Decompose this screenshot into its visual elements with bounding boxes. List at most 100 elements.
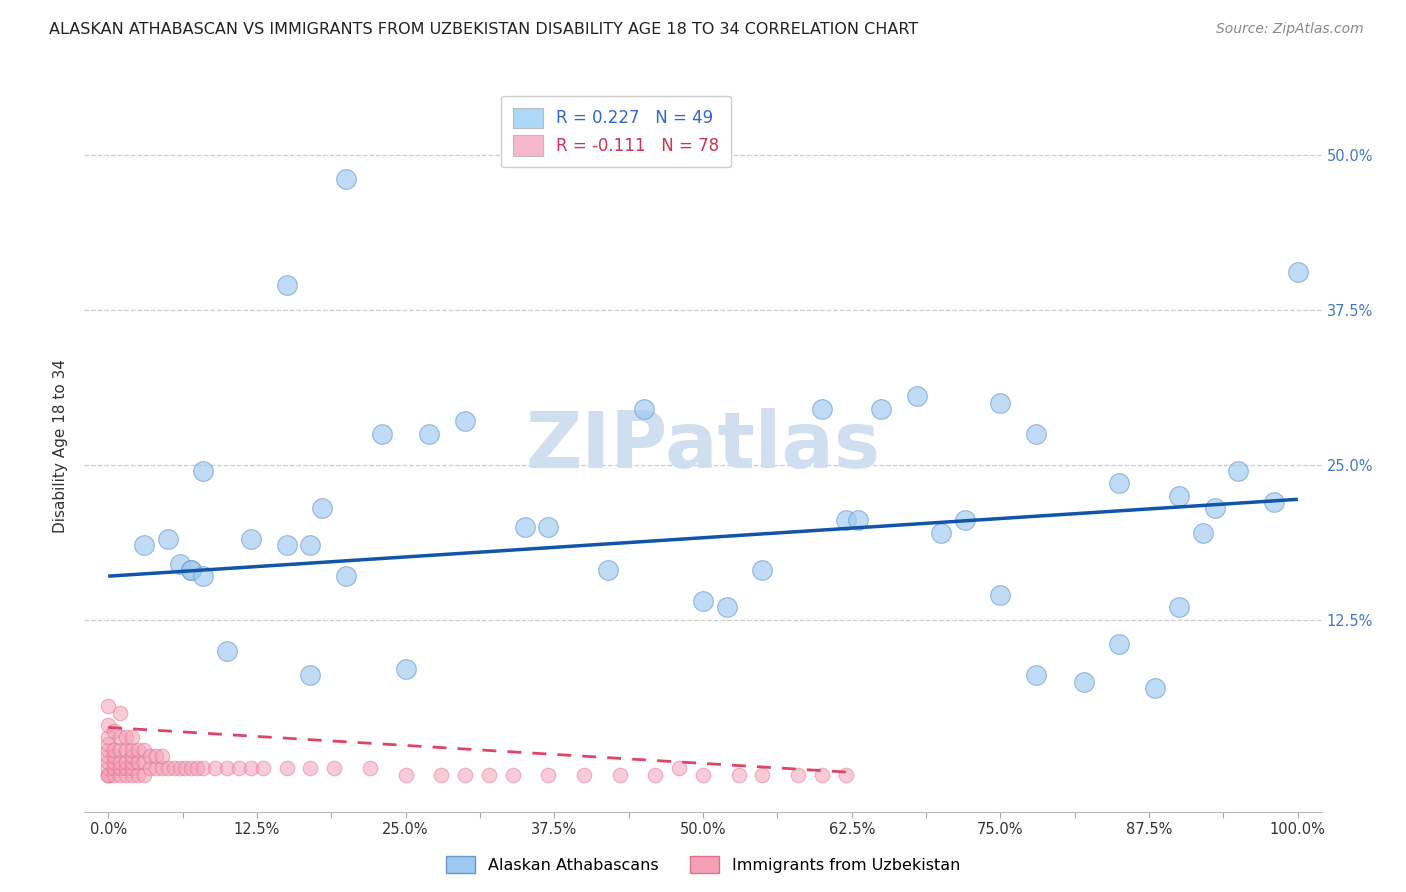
Point [1227, 464, 1250, 478]
Point [115, 743, 138, 757]
Point [127, 767, 149, 781]
Point [644, 767, 666, 781]
Point [156, 761, 179, 775]
Point [139, 761, 162, 775]
Legend: R = 0.227   N = 49, R = -0.111   N = 78: R = 0.227 N = 49, R = -0.111 N = 78 [502, 96, 731, 168]
Point [394, 662, 416, 676]
Point [121, 748, 143, 763]
Point [150, 748, 173, 763]
Point [1286, 265, 1309, 279]
Point [150, 761, 173, 775]
Point [156, 532, 179, 546]
Point [239, 532, 262, 546]
Point [162, 761, 184, 775]
Point [108, 767, 131, 781]
Point [727, 767, 749, 781]
Point [145, 748, 167, 763]
Point [1108, 637, 1130, 651]
Point [276, 761, 298, 775]
Point [97, 767, 120, 781]
Point [990, 588, 1012, 602]
Point [115, 761, 138, 775]
Point [97, 718, 120, 732]
Point [276, 277, 298, 292]
Point [108, 743, 131, 757]
Point [929, 525, 952, 540]
Point [513, 519, 536, 533]
Point [97, 731, 120, 745]
Point [97, 743, 120, 757]
Point [121, 761, 143, 775]
Point [115, 731, 138, 745]
Point [103, 724, 125, 739]
Point [692, 767, 714, 781]
Point [103, 755, 125, 769]
Point [97, 767, 120, 781]
Point [97, 767, 120, 781]
Point [174, 761, 197, 775]
Point [108, 731, 131, 745]
Point [193, 761, 215, 775]
Point [537, 767, 560, 781]
Point [537, 519, 560, 533]
Point [115, 767, 138, 781]
Point [454, 414, 477, 428]
Point [787, 767, 810, 781]
Point [204, 761, 226, 775]
Point [835, 767, 858, 781]
Point [751, 767, 773, 781]
Point [121, 767, 143, 781]
Point [169, 557, 191, 571]
Point [97, 748, 120, 763]
Point [193, 464, 215, 478]
Point [121, 755, 143, 769]
Point [103, 761, 125, 775]
Point [692, 594, 714, 608]
Point [103, 767, 125, 781]
Y-axis label: Disability Age 18 to 34: Disability Age 18 to 34 [53, 359, 69, 533]
Point [609, 767, 631, 781]
Point [97, 699, 120, 714]
Text: ZIPatlas: ZIPatlas [526, 408, 880, 484]
Point [97, 737, 120, 751]
Point [502, 767, 524, 781]
Point [1204, 500, 1226, 515]
Point [1025, 668, 1047, 682]
Point [633, 401, 655, 416]
Point [454, 767, 477, 781]
Point [299, 761, 322, 775]
Point [371, 426, 394, 441]
Point [115, 755, 138, 769]
Point [139, 748, 162, 763]
Point [127, 755, 149, 769]
Point [186, 761, 208, 775]
Point [311, 500, 333, 515]
Point [1191, 525, 1213, 540]
Point [811, 401, 834, 416]
Point [394, 767, 416, 781]
Point [108, 755, 131, 769]
Point [990, 395, 1012, 409]
Point [132, 743, 155, 757]
Point [596, 563, 619, 577]
Point [418, 426, 440, 441]
Point [323, 761, 346, 775]
Point [1073, 674, 1095, 689]
Point [299, 668, 322, 682]
Text: Source: ZipAtlas.com: Source: ZipAtlas.com [1216, 22, 1364, 37]
Point [1025, 426, 1047, 441]
Point [276, 538, 298, 552]
Point [180, 563, 202, 577]
Point [132, 538, 155, 552]
Point [359, 761, 381, 775]
Point [1144, 681, 1167, 695]
Point [239, 761, 262, 775]
Legend: Alaskan Athabascans, Immigrants from Uzbekistan: Alaskan Athabascans, Immigrants from Uzb… [440, 849, 966, 880]
Point [478, 767, 501, 781]
Point [846, 513, 869, 527]
Point [335, 172, 357, 186]
Point [121, 743, 143, 757]
Point [572, 767, 595, 781]
Point [103, 748, 125, 763]
Point [169, 761, 191, 775]
